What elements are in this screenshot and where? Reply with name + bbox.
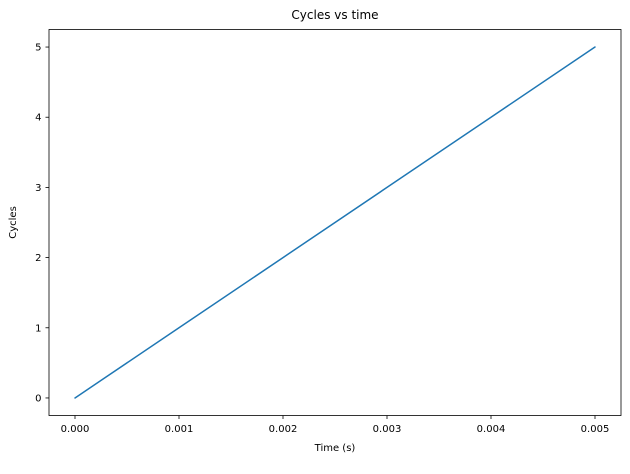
y-tick-label: 0 xyxy=(35,393,41,404)
y-tick-label: 4 xyxy=(35,113,41,124)
axes-frame xyxy=(48,29,622,416)
data-layer xyxy=(74,46,596,399)
y-tick-label: 3 xyxy=(35,183,41,194)
y-tick-label: 2 xyxy=(35,253,41,264)
y-tick-label: 1 xyxy=(35,323,41,334)
y-tick-label: 5 xyxy=(35,43,41,54)
x-tick-label: 0.005 xyxy=(581,424,610,435)
chart-title: Cycles vs time xyxy=(291,8,378,22)
x-tick-label: 0.000 xyxy=(61,424,90,435)
x-axis-label: Time (s) xyxy=(314,443,356,454)
y-axis-label: Cycles xyxy=(8,206,19,239)
data-line xyxy=(74,46,596,399)
ticks-layer: 0.000 0.001 0.002 0.003 0.004 0.005 0 1 2 3 4 5 xyxy=(35,43,609,435)
x-tick-label: 0.003 xyxy=(373,424,402,435)
x-tick-label: 0.002 xyxy=(269,424,298,435)
x-tick-label: 0.004 xyxy=(477,424,506,435)
x-tick-label: 0.001 xyxy=(165,424,194,435)
